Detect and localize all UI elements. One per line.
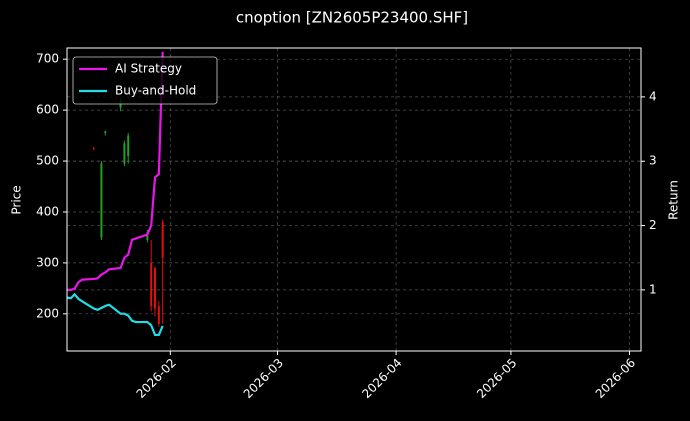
y-tick-label: 200 (36, 306, 59, 320)
line-series (67, 51, 164, 291)
y2-axis-label: Return (667, 180, 681, 220)
chart-title: cnoption [ZN2605P23400.SHF] (236, 9, 468, 27)
candle-body (157, 306, 160, 325)
y-tick-label: 400 (36, 204, 59, 218)
candle-body (161, 222, 164, 258)
y2-tick-label: 4 (649, 89, 657, 103)
legend-box (72, 56, 218, 105)
candle-body (104, 131, 107, 134)
y-tick-label: 700 (36, 52, 59, 66)
y2-tick-label: 3 (649, 154, 657, 168)
legend-label: Buy-and-Hold (115, 84, 196, 98)
y-tick-label: 500 (36, 154, 59, 168)
legend-label: AI Strategy (115, 62, 182, 76)
candle-body (123, 143, 126, 164)
plot-area (67, 51, 164, 337)
candle-body (154, 267, 157, 309)
y-tick-label: 300 (36, 255, 59, 269)
candle-body (146, 232, 149, 240)
candle-body (127, 135, 130, 156)
y2-tick-label: 1 (649, 282, 657, 296)
y2-tick-label: 2 (649, 218, 657, 232)
candle-body (92, 148, 95, 150)
y-axis-label: Price (10, 185, 24, 214)
y-tick-label: 600 (36, 103, 59, 117)
candle-body (150, 262, 153, 307)
axes-frame (66, 47, 642, 352)
candle-body (100, 163, 103, 238)
line-series (67, 292, 164, 337)
